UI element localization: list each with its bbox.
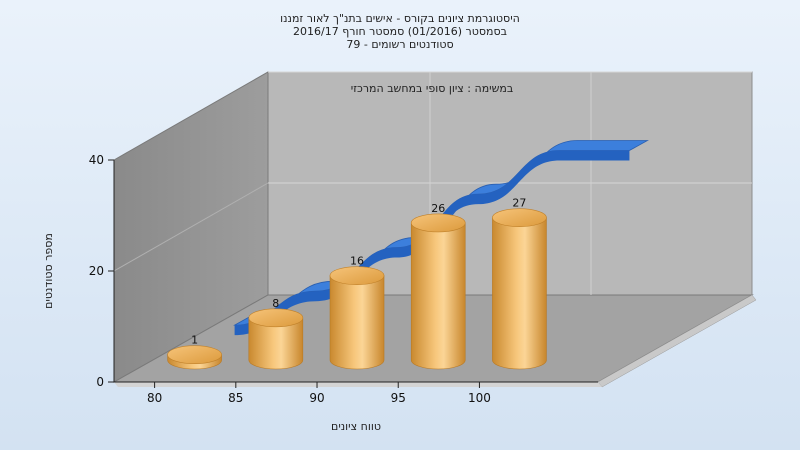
bar-cap xyxy=(167,345,222,365)
y-axis-title: מספר סטודנטים xyxy=(42,233,55,309)
floor-front-strip xyxy=(114,382,602,387)
bar-80: 1 xyxy=(167,334,222,370)
x-tick-label: 85 xyxy=(228,391,243,405)
bar-value-label: 27 xyxy=(512,197,526,210)
x-tick-label: 95 xyxy=(391,391,406,405)
x-tick-label: 90 xyxy=(309,391,324,405)
bar-body xyxy=(410,222,466,370)
chart-title-line-3: סטודנטים רשומים - 79 xyxy=(346,38,453,51)
x-tick-label: 100 xyxy=(468,391,491,405)
y-tick-label: 20 xyxy=(89,264,104,278)
x-axis-title: טווח ציונים xyxy=(331,420,381,433)
bar-value-label: 26 xyxy=(431,202,445,215)
bar-cap xyxy=(410,213,466,233)
y-tick-label: 40 xyxy=(89,153,104,167)
x-tick-label: 80 xyxy=(147,391,162,405)
chart-annotation: במשימה : ציון סופי במחשב המרכזי xyxy=(351,82,514,95)
bar-series: 1 8 16 26 27 xyxy=(167,197,547,370)
bar-cap xyxy=(248,308,304,328)
bar-value-label: 16 xyxy=(350,255,364,268)
y-tick-label: 0 xyxy=(96,375,104,389)
y-axis-ticks: 0 20 40 xyxy=(89,153,114,389)
left-gridline-20 xyxy=(113,182,269,272)
bar-90: 16 xyxy=(329,255,385,370)
bar-value-label: 1 xyxy=(191,334,198,347)
bar-body xyxy=(492,217,547,370)
bar-cap xyxy=(329,266,385,285)
bar-100: 27 xyxy=(492,197,547,370)
chart-title-line-1: היסטוגרמת ציונים בקורס - אישים בתנ"ך לאו… xyxy=(280,12,520,25)
bar-value-label: 8 xyxy=(272,297,279,310)
bar-body xyxy=(248,317,304,370)
bar-cap xyxy=(492,208,547,227)
floor-front-edge xyxy=(597,294,757,388)
bar-85: 8 xyxy=(248,297,304,370)
chart-title-line-2: בסמסטר (01/2016) סמסטר חורף 2016/17 xyxy=(293,25,507,38)
bar-95: 26 xyxy=(410,202,466,370)
x-axis-ticks: 80 85 90 95 100 xyxy=(147,382,491,405)
bar-body xyxy=(329,275,385,370)
